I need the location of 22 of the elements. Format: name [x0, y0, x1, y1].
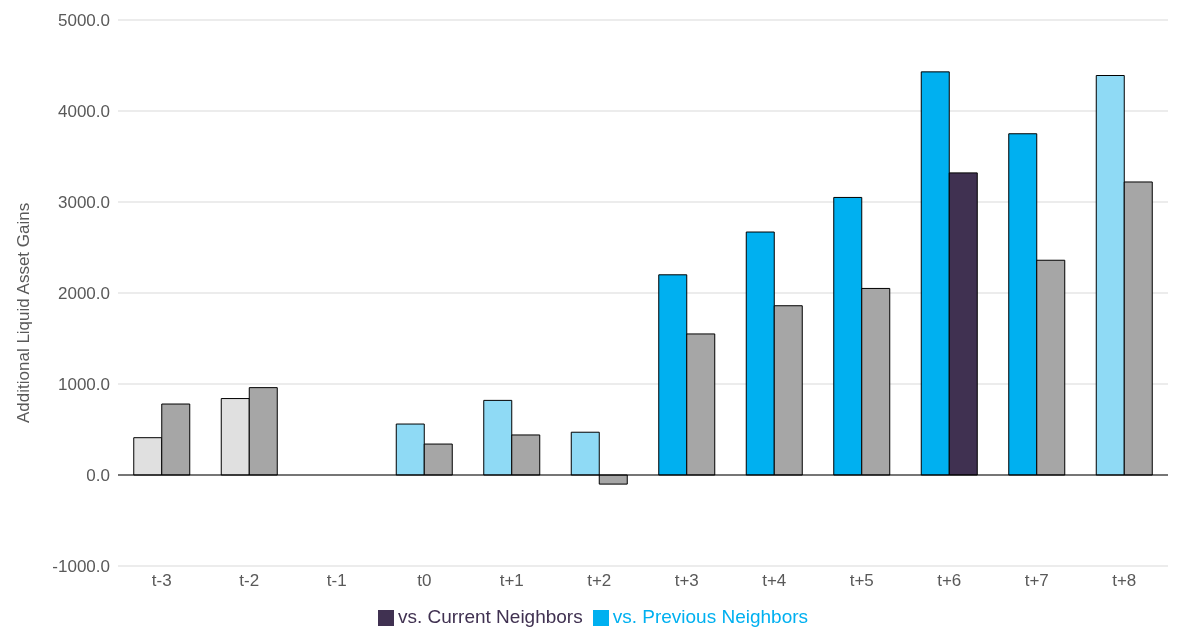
x-tick-label: t0	[417, 571, 432, 591]
x-tick-label: t+5	[849, 571, 874, 591]
x-tick-label: t+8	[1112, 571, 1137, 591]
x-tick-label: t+4	[762, 571, 787, 591]
y-tick-label: -1000.0	[52, 557, 110, 577]
y-tick-label: 1000.0	[58, 375, 110, 395]
x-tick-label: t-3	[151, 571, 172, 591]
x-tick-label: t+6	[937, 571, 962, 591]
y-tick-label: 0.0	[86, 466, 110, 486]
y-axis-title: Additional Liquid Asset Gains	[14, 202, 34, 423]
y-tick-label: 5000.0	[58, 11, 110, 31]
x-tick-label: t+2	[587, 571, 612, 591]
x-tick-label: t+7	[1024, 571, 1049, 591]
x-tick-label: t+3	[674, 571, 699, 591]
x-tick-label: t-1	[326, 571, 347, 591]
legend-label: vs. Previous Neighbors	[612, 606, 809, 627]
x-tick-label: t-2	[239, 571, 260, 591]
y-tick-label: 4000.0	[58, 102, 110, 122]
y-tick-label: 3000.0	[58, 193, 110, 213]
legend-label: vs. Current Neighbors	[397, 606, 583, 627]
y-tick-label: 2000.0	[58, 284, 110, 304]
x-tick-label: t+1	[499, 571, 524, 591]
